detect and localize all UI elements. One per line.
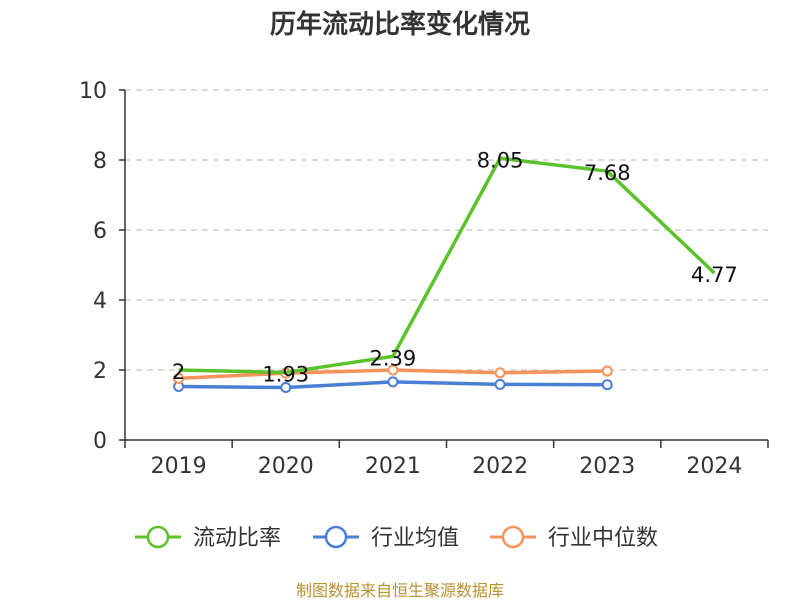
axes: 0 2 4 6 8 10 2019 2020 2021 2022 2023 2024 [79, 79, 769, 479]
series-line-0 [178, 156, 716, 375]
chart-title: 历年流动比率变化情况 [270, 9, 530, 40]
y-tick-label: 6 [93, 219, 107, 244]
series-2-point-2023 [601, 365, 613, 377]
series-2-point-2021 [387, 364, 399, 376]
legend-label: 流动比率 [193, 526, 281, 551]
x-tick-label-2024: 2024 [686, 454, 742, 479]
data-labels: 2 1.93 2.39 8.05 7.68 4.77 [172, 148, 738, 386]
y-tick-label: 0 [93, 429, 107, 454]
legend-label: 行业中位数 [548, 526, 658, 551]
series-layer [173, 156, 716, 393]
legend-item-1[interactable]: 行业均值 [313, 525, 459, 551]
data-label-2021: 2.39 [370, 346, 417, 370]
source-note: 制图数据来自恒生聚源数据库 [296, 581, 504, 600]
x-tick-label-2019: 2019 [151, 454, 207, 479]
x-tick-label-2021: 2021 [365, 454, 421, 479]
legend-swatch-marker [146, 525, 170, 549]
series-1-point-2022 [494, 378, 506, 390]
series-2-point-2022 [494, 367, 506, 379]
series-2-point-2019 [173, 372, 185, 384]
legend-item-2[interactable]: 行业中位数 [490, 525, 658, 551]
data-label-2022: 8.05 [477, 148, 524, 172]
series-1-point-2023 [601, 379, 613, 391]
legend[interactable]: 流动比率 行业均值 行业中位数 [135, 525, 658, 551]
data-label-2019: 2 [172, 360, 185, 384]
legend-swatch-marker [501, 525, 525, 549]
y-tick-label: 10 [79, 79, 107, 104]
legend-label: 行业均值 [371, 526, 459, 551]
data-label-2020: 1.93 [262, 362, 309, 386]
y-tick-label: 2 [93, 359, 107, 384]
y-tick-label: 4 [93, 289, 107, 314]
y-tick-label: 8 [93, 149, 107, 174]
data-label-2023: 7.68 [584, 161, 631, 185]
series-1-point-2020 [280, 382, 292, 393]
series-1-point-2021 [387, 376, 399, 388]
x-tick-label-2020: 2020 [258, 454, 314, 479]
legend-item-0[interactable]: 流动比率 [135, 525, 281, 551]
legend-swatch-marker [324, 525, 348, 549]
x-tick-label-2022: 2022 [472, 454, 528, 479]
data-label-2024: 4.77 [691, 263, 738, 287]
x-tick-label-2023: 2023 [579, 454, 635, 479]
